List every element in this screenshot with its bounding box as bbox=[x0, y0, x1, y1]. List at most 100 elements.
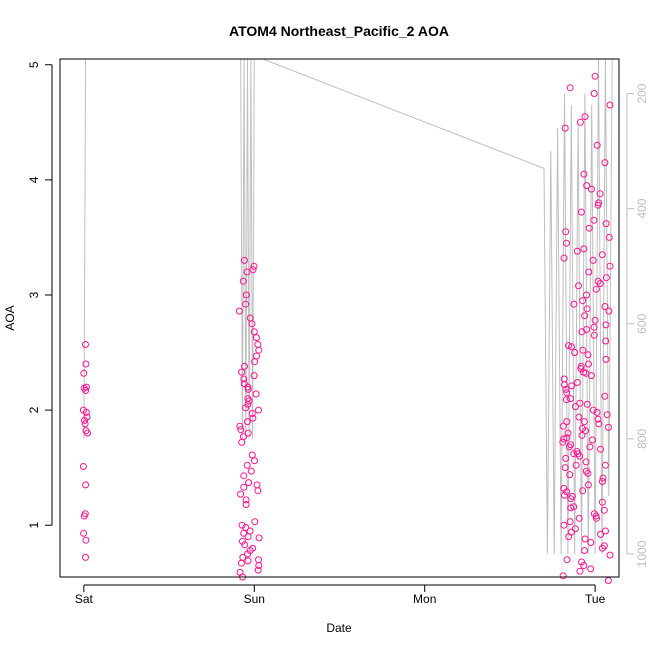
data-point bbox=[563, 418, 571, 426]
data-point bbox=[580, 562, 588, 569]
data-point bbox=[605, 307, 613, 315]
data-point bbox=[561, 464, 569, 472]
y-tick-label: 3 bbox=[27, 291, 41, 298]
data-point bbox=[579, 346, 587, 354]
y-axis-label: AOA bbox=[3, 305, 17, 330]
data-point bbox=[560, 254, 568, 262]
data-point bbox=[243, 268, 251, 276]
data-point bbox=[240, 483, 248, 491]
data-point bbox=[576, 118, 584, 126]
data-point bbox=[593, 141, 601, 149]
data-point bbox=[561, 124, 569, 132]
data-point bbox=[247, 467, 255, 475]
data-point bbox=[83, 413, 91, 421]
data-point bbox=[589, 256, 597, 264]
data-point bbox=[80, 529, 88, 537]
data-point bbox=[82, 341, 89, 348]
data-point bbox=[602, 527, 609, 535]
data-point bbox=[594, 201, 602, 209]
data-point bbox=[244, 383, 252, 391]
data-point bbox=[82, 427, 90, 435]
data-point bbox=[572, 403, 579, 411]
data-point bbox=[246, 314, 254, 322]
data-point bbox=[578, 558, 586, 566]
data-point bbox=[82, 536, 90, 544]
data-point bbox=[564, 429, 572, 437]
data-point bbox=[237, 426, 245, 434]
data-point bbox=[601, 303, 609, 310]
data-point bbox=[579, 487, 587, 495]
data-point bbox=[239, 277, 247, 285]
data-point bbox=[251, 518, 259, 526]
data-point bbox=[244, 395, 252, 403]
data-point bbox=[571, 349, 579, 356]
data-point bbox=[589, 436, 596, 444]
data-point bbox=[576, 399, 584, 407]
data-point bbox=[598, 544, 606, 552]
y-tick-label: 5 bbox=[27, 61, 41, 68]
y-axis: 1 2 3 4 5 bbox=[27, 61, 53, 529]
data-point bbox=[583, 182, 591, 190]
data-point bbox=[253, 334, 260, 342]
data-point bbox=[82, 360, 90, 368]
data-point bbox=[82, 383, 90, 391]
data-point bbox=[602, 220, 610, 228]
x-tick-label: Sun bbox=[244, 592, 265, 606]
data-point bbox=[254, 341, 262, 348]
data-point bbox=[563, 389, 571, 397]
data-point bbox=[574, 450, 582, 458]
y-tick-label: 4 bbox=[27, 176, 41, 183]
data-point bbox=[560, 521, 568, 529]
data-point bbox=[82, 481, 90, 489]
data-point bbox=[236, 422, 244, 430]
data-point bbox=[240, 433, 247, 441]
data-point bbox=[592, 285, 600, 293]
data-point bbox=[80, 369, 88, 377]
data-point bbox=[598, 498, 606, 506]
data-point bbox=[606, 262, 614, 270]
data-point bbox=[236, 568, 244, 576]
data-point bbox=[242, 404, 250, 412]
data-point bbox=[255, 534, 263, 542]
chart-title: ATOM4 Northeast_Pacific_2 AOA bbox=[229, 23, 449, 39]
data-point bbox=[585, 268, 593, 276]
data-point bbox=[244, 557, 252, 565]
data-point bbox=[601, 159, 609, 167]
data-point bbox=[559, 572, 567, 580]
data-point bbox=[572, 461, 580, 469]
right-tick-label: 600 bbox=[635, 313, 649, 333]
data-point bbox=[576, 567, 584, 575]
data-point bbox=[602, 355, 610, 363]
data-point bbox=[562, 239, 570, 247]
data-point bbox=[575, 514, 583, 522]
x-axis-label: Date bbox=[326, 621, 352, 635]
data-point bbox=[580, 245, 588, 253]
data-point bbox=[600, 542, 608, 550]
data-point bbox=[581, 113, 589, 121]
data-point bbox=[579, 297, 587, 305]
data-point bbox=[579, 425, 586, 432]
data-point bbox=[559, 438, 567, 446]
data-point bbox=[598, 478, 606, 485]
data-point bbox=[563, 434, 571, 442]
data-point bbox=[563, 556, 571, 564]
data-point bbox=[242, 300, 250, 308]
data-point bbox=[573, 379, 581, 386]
data-point bbox=[584, 351, 592, 359]
data-point bbox=[253, 481, 261, 489]
data-point bbox=[578, 431, 586, 439]
data-point bbox=[241, 362, 248, 370]
data-point bbox=[248, 451, 256, 459]
data-point bbox=[567, 395, 574, 403]
data-point bbox=[597, 530, 605, 538]
data-point bbox=[570, 300, 578, 308]
data-point bbox=[596, 190, 604, 198]
data-point bbox=[238, 537, 246, 545]
data-point bbox=[584, 481, 592, 489]
data-point bbox=[244, 429, 252, 437]
data-point bbox=[81, 510, 89, 518]
right-axis: 200 400 600 800 1000 bbox=[626, 83, 649, 567]
data-point bbox=[586, 443, 594, 451]
data-point bbox=[241, 541, 249, 549]
altitude-series-line bbox=[83, 59, 613, 555]
